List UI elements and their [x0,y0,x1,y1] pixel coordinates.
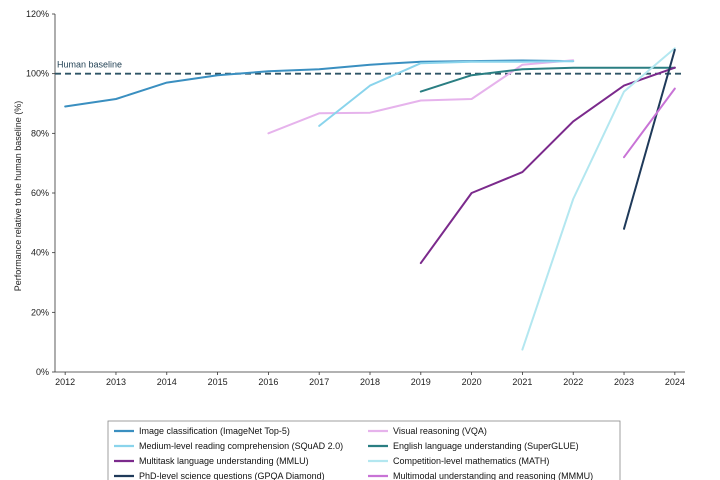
x-tick-label: 2018 [360,377,380,387]
legend-label: Multimodal understanding and reasoning (… [393,471,593,480]
series-line-8 [623,87,676,159]
series-line-5 [419,66,676,265]
legend-label: Medium-level reading comprehension (SQuA… [139,441,343,451]
y-tick-label: 40% [31,248,49,258]
legend-label: Image classification (ImageNet Top-5) [139,426,290,436]
x-tick-label: 2014 [157,377,177,387]
x-tick-label: 2019 [411,377,431,387]
series-lines [64,47,676,351]
y-tick-label: 80% [31,128,49,138]
series-line-2 [267,59,575,135]
x-tick-label: 2015 [208,377,228,387]
legend-box [107,420,621,480]
y-tick-labels: 0% 20% 40% 60% 80% 100% 120% [26,9,55,377]
x-tick-label: 2012 [55,377,75,387]
y-tick-label: 60% [31,188,49,198]
legend-label: Competition-level mathematics (MATH) [393,456,549,466]
series-line-3 [318,60,575,127]
x-tick-labels: 2012 2013 2014 2015 2016 2017 2018 2019 2020 2021… [55,372,685,387]
x-tick-label: 2013 [106,377,126,387]
x-tick-label: 2023 [614,377,634,387]
legend-label: Visual reasoning (VQA) [393,426,487,436]
x-tick-label: 2021 [512,377,532,387]
legend-label: PhD-level science questions (GPQA Diamon… [139,471,325,480]
legend-label: English language understanding (SuperGLU… [393,441,579,451]
series-line-1 [64,59,575,108]
human-baseline: Human baseline [55,60,685,75]
series-line-6 [521,47,676,351]
x-tick-label: 2020 [462,377,482,387]
y-tick-label: 120% [26,9,49,19]
human-baseline-label: Human baseline [57,60,122,70]
x-tick-label: 2022 [563,377,583,387]
series-line-4 [419,66,676,93]
x-tick-label: 2016 [258,377,278,387]
y-tick-label: 0% [36,367,49,377]
x-tick-label: 2024 [665,377,685,387]
y-tick-label: 100% [26,69,49,79]
legend: Image classification (ImageNet Top-5) Vis… [107,420,621,480]
y-tick-label: 20% [31,307,49,317]
x-tick-label: 2017 [309,377,329,387]
legend-label: Multitask language understanding (MMLU) [139,456,309,466]
series-line-7 [623,48,676,230]
legend-items: Image classification (ImageNet Top-5) Vis… [114,426,593,480]
y-axis-label: Performance relative to the human baseli… [13,101,23,292]
